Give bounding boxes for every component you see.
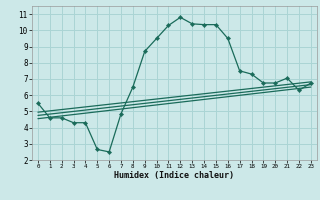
X-axis label: Humidex (Indice chaleur): Humidex (Indice chaleur) [115, 171, 234, 180]
